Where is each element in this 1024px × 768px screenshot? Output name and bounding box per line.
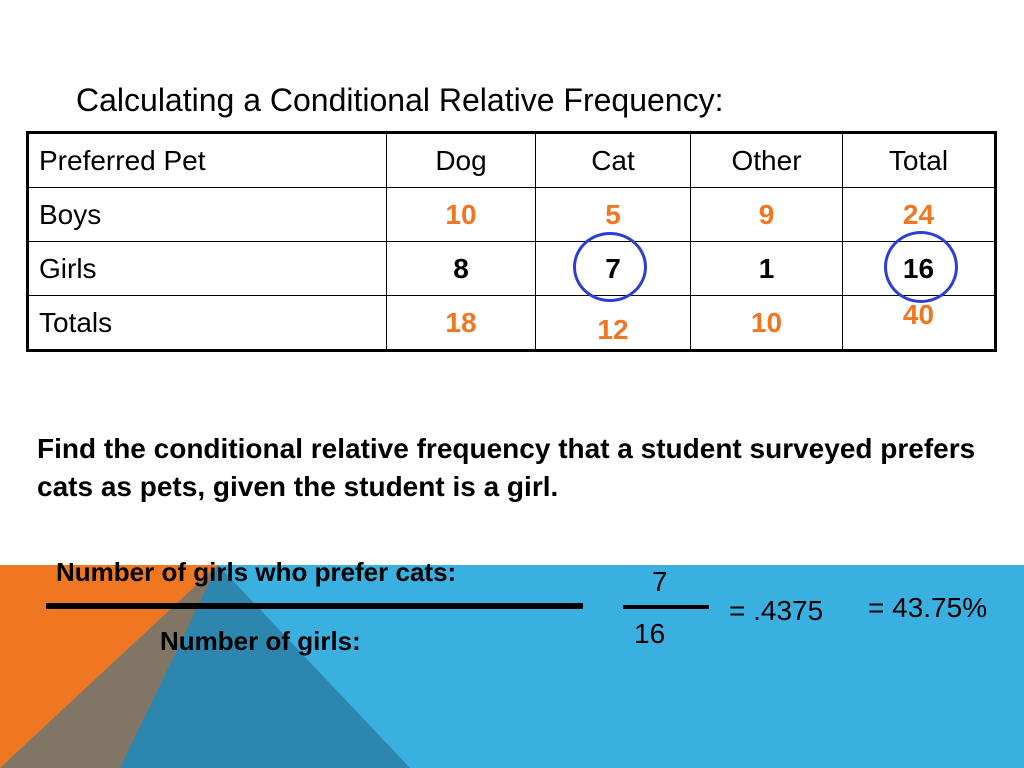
table-cell: 24 [842, 187, 996, 242]
fraction-bar-small [623, 605, 709, 609]
table-header-row: Preferred Pet Dog Cat Other Total [27, 132, 996, 188]
table-cell: 9 [690, 187, 843, 242]
row-label: Totals [27, 295, 387, 351]
cell-value: 10 [750, 306, 783, 338]
table-cell: 12 [535, 295, 691, 351]
question-text: Find the conditional relative frequency … [37, 433, 976, 502]
slide-title: Calculating a Conditional Relative Frequ… [76, 82, 724, 118]
numerator-label: Number of girls who prefer cats: [56, 557, 457, 587]
pet-preference-table: Preferred Pet Dog Cat Other Total Boys 1… [26, 131, 997, 352]
header-cell: Total [842, 132, 996, 188]
table-row: Boys 10 5 9 24 [27, 187, 996, 242]
header-cell: Preferred Pet [27, 132, 387, 188]
table-cell: 18 [386, 295, 536, 351]
table-cell-highlighted: 16 [842, 241, 996, 296]
row-label: Boys [27, 187, 387, 242]
header-cell: Other [690, 132, 843, 188]
cell-value: 12 [597, 313, 629, 345]
decimal-result: = .4375 [729, 595, 824, 626]
numerator-value: 7 [652, 566, 668, 597]
table-cell: 10 [690, 295, 843, 351]
fraction-bar [46, 603, 583, 609]
percent-result: = 43.75% [868, 592, 988, 623]
cell-value: 40 [902, 298, 935, 330]
table-row: Girls 8 7 1 16 [27, 241, 996, 296]
row-label: Girls [27, 241, 387, 296]
denominator-value: 16 [634, 618, 666, 649]
header-cell: Cat [535, 132, 691, 188]
table-cell: 10 [386, 187, 536, 242]
table-cell: 1 [690, 241, 843, 296]
table-cell-highlighted: 7 [535, 241, 691, 296]
table-cell: 40 [842, 295, 996, 351]
mid-triangle [0, 565, 218, 768]
cell-value: 18 [445, 306, 477, 338]
header-cell: Dog [386, 132, 536, 188]
table-row: Totals 18 12 10 40 [27, 295, 996, 351]
table-cell: 5 [535, 187, 691, 242]
table-cell: 8 [386, 241, 536, 296]
denominator-label: Number of girls: [160, 626, 361, 656]
